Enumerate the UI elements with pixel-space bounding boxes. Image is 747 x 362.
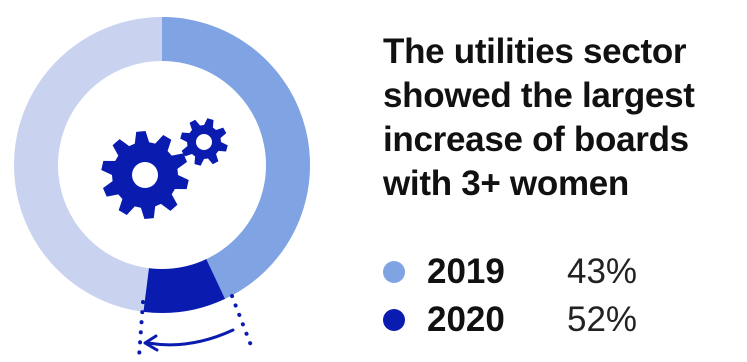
chart-title: The utilities sector showed the largest … <box>383 30 747 206</box>
legend-value-2019: 43% <box>567 252 638 291</box>
title-line-2: showed the largest <box>383 76 695 115</box>
title-line-1: The utilities sector <box>383 32 687 71</box>
legend-value-2020: 52% <box>567 300 638 339</box>
legend-item-2020: 2020 52% <box>383 296 743 344</box>
donut-chart <box>14 17 310 359</box>
gears-icon <box>101 118 228 219</box>
legend: 2019 43% 2020 52% <box>383 248 743 344</box>
legend-swatch-2019 <box>383 261 405 283</box>
legend-swatch-2020 <box>383 309 405 331</box>
title-line-3: increase of boards <box>383 120 689 159</box>
title-line-4: with 3+ women <box>383 164 630 203</box>
legend-label-2020: 2020 <box>427 300 505 339</box>
change-arrow-icon <box>137 294 254 359</box>
legend-item-2019: 2019 43% <box>383 248 743 296</box>
legend-label-2019: 2019 <box>427 252 505 291</box>
